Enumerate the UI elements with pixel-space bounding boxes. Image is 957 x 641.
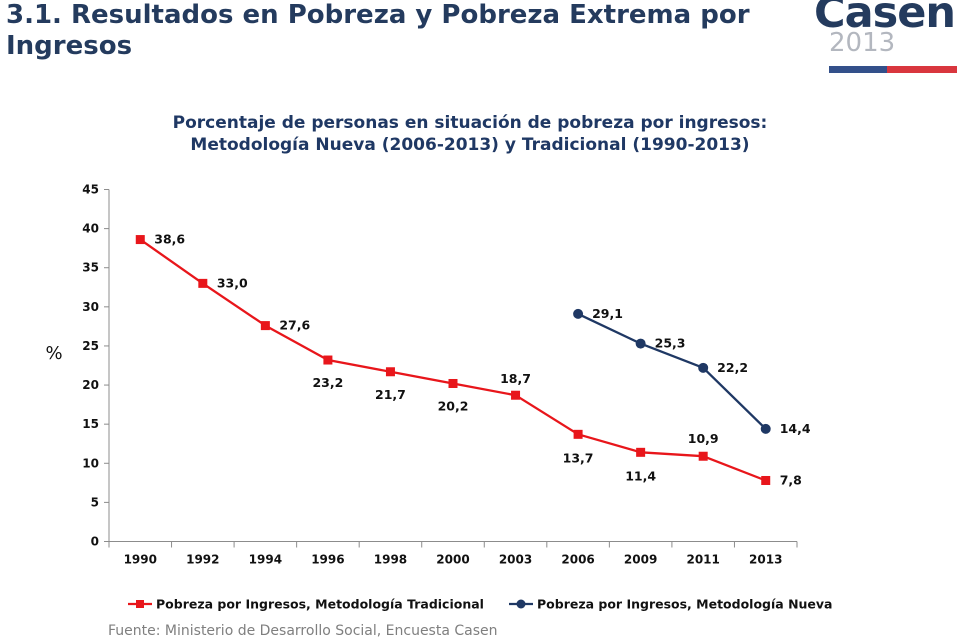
data-point-nueva: [635, 338, 646, 349]
data-label-tradicional: 23,2: [312, 375, 343, 390]
data-point-tradicional: [511, 390, 521, 400]
y-tick-label: 5: [91, 495, 99, 509]
data-label-tradicional: 18,7: [500, 371, 531, 386]
chart-title-line-2: Metodología Nueva (2006-2013) y Tradicio…: [190, 135, 750, 155]
y-tick-label: 15: [82, 417, 99, 431]
data-point-nueva: [698, 362, 709, 373]
data-label-nueva: 22,2: [717, 360, 748, 375]
data-label-tradicional: 10,9: [688, 431, 719, 446]
logo-bar-blue: [829, 66, 887, 73]
y-tick-label: 10: [82, 456, 99, 470]
x-tick-label: 2009: [624, 553, 657, 567]
data-label-nueva: 29,1: [592, 306, 623, 321]
logo-bar-red: [887, 66, 957, 73]
data-point-nueva: [760, 423, 771, 434]
data-label-tradicional: 38,6: [154, 232, 185, 247]
y-axis-label: %: [45, 343, 62, 364]
y-tick-label: 25: [82, 339, 99, 353]
data-point-tradicional: [698, 451, 708, 461]
data-label-tradicional: 7,8: [780, 472, 802, 487]
data-point-nueva: [573, 308, 584, 319]
y-tick-label: 40: [82, 222, 99, 236]
y-tick-label: 30: [82, 300, 99, 314]
legend-label-tradicional: Pobreza por Ingresos, Metodología Tradic…: [156, 597, 484, 612]
x-tick-label: 1990: [124, 553, 157, 567]
x-tick-label: 2000: [436, 553, 469, 567]
x-tick-label: 1994: [249, 553, 282, 567]
data-label-tradicional: 20,2: [438, 398, 469, 413]
slide-title: 3.1. Resultados en Pobreza y Pobreza Ext…: [6, 0, 750, 61]
y-tick-label: 35: [82, 261, 99, 275]
chart-title-line-1: Porcentaje de personas en situación de p…: [172, 113, 768, 133]
data-point-tradicional: [323, 355, 333, 365]
legend-marker-nueva: [516, 599, 526, 609]
x-tick-label: 2011: [686, 553, 719, 567]
data-label-tradicional: 33,0: [217, 275, 248, 290]
data-label-tradicional: 27,6: [279, 318, 310, 333]
data-label-nueva: 14,4: [780, 421, 811, 436]
data-point-tradicional: [573, 429, 583, 439]
x-tick-label: 1998: [374, 553, 407, 567]
x-tick-label: 2003: [499, 553, 532, 567]
data-point-tradicional: [198, 278, 208, 288]
data-label-nueva: 25,3: [655, 336, 686, 351]
chart-title: Porcentaje de personas en situación de p…: [120, 112, 820, 156]
data-label-tradicional: 21,7: [375, 387, 406, 402]
series-line-nueva: [577, 312, 767, 430]
data-point-tradicional: [448, 378, 458, 388]
legend-marker-tradicional: [136, 600, 144, 608]
x-tick-label: 2013: [749, 553, 782, 567]
y-tick-label: 45: [82, 183, 99, 197]
x-tick-label: 2006: [561, 553, 594, 567]
y-tick-label: 20: [82, 378, 99, 392]
casen-logo: Casen 2013: [814, 0, 957, 76]
data-point-tradicional: [260, 321, 270, 331]
data-point-tradicional: [636, 447, 646, 457]
logo-year: 2013: [829, 28, 896, 58]
x-tick-label: 1992: [186, 553, 219, 567]
data-label-tradicional: 11,4: [625, 468, 656, 483]
logo-word: Casen: [814, 0, 956, 38]
legend-label-nueva: Pobreza por Ingresos, Metodología Nueva: [537, 597, 833, 612]
data-point-tradicional: [761, 475, 771, 485]
y-tick-label: 0: [91, 535, 99, 549]
data-point-tradicional: [385, 367, 395, 377]
data-point-tradicional: [135, 235, 145, 245]
x-tick-label: 1996: [311, 553, 344, 567]
source-note: Fuente: Ministerio de Desarrollo Social,…: [108, 623, 498, 639]
data-label-tradicional: 13,7: [563, 450, 594, 465]
